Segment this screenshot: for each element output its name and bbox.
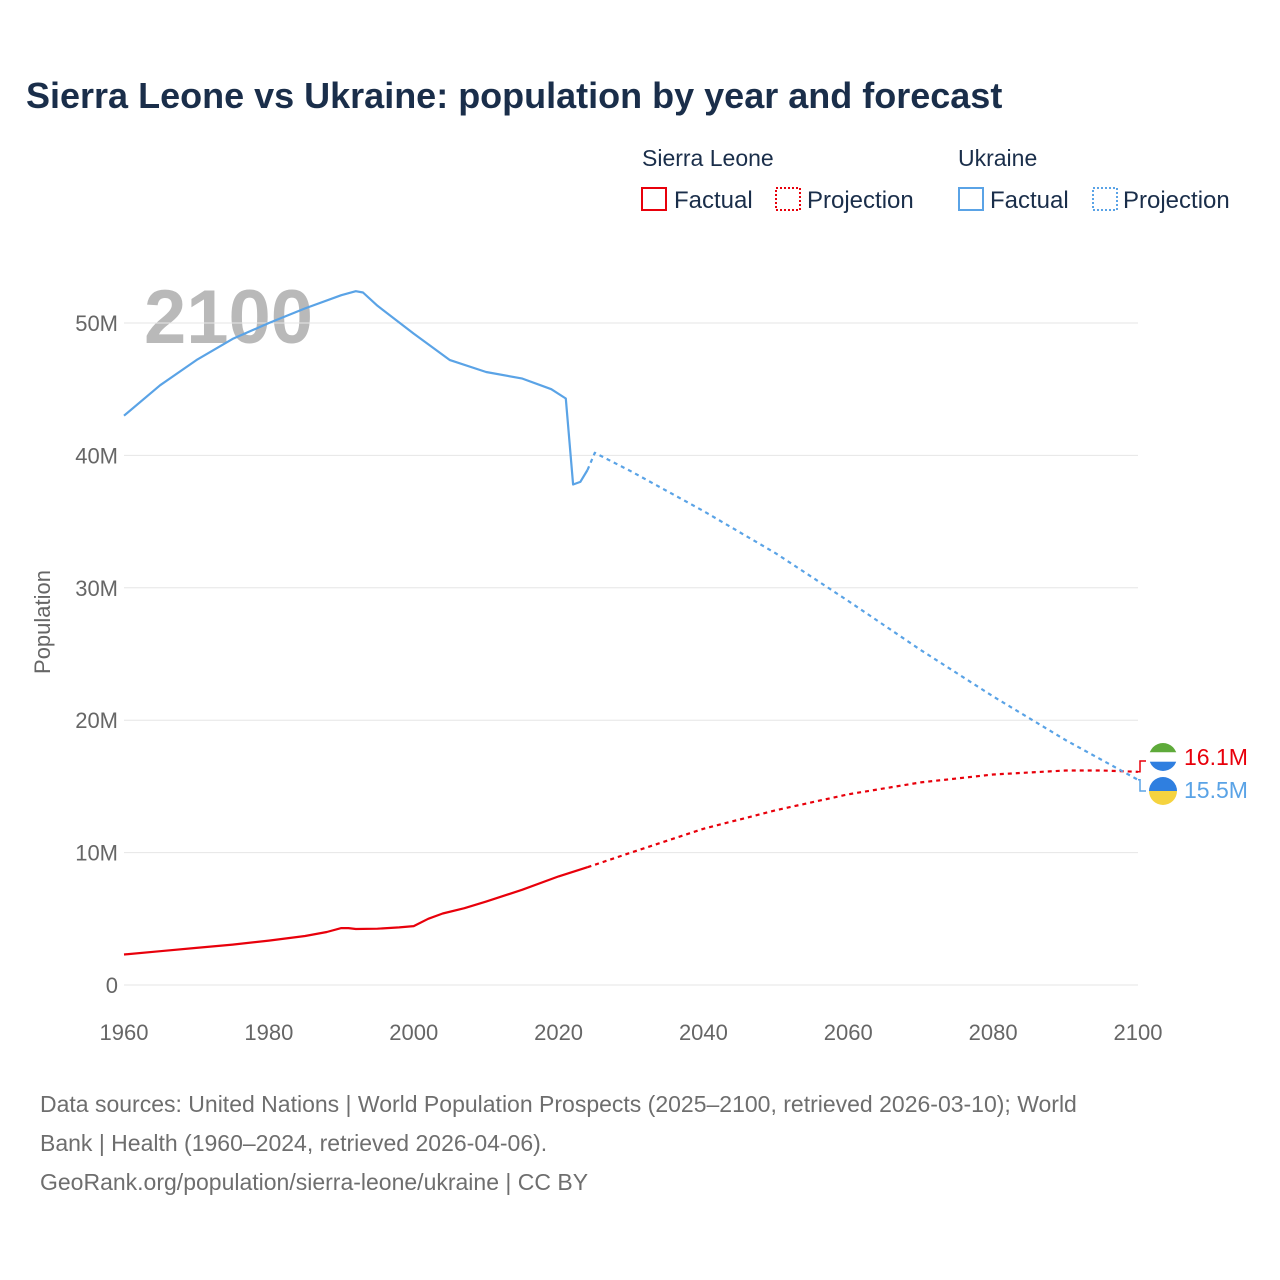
legend: Sierra Leone Factual Projection Ukraine … [641,145,1230,214]
chart-title: Sierra Leone vs Ukraine: population by y… [26,75,1002,116]
footer-sources-line1: Data sources: United Nations | World Pop… [40,1091,1077,1117]
ukraine-end-value: 15.5M [1184,777,1248,803]
legend-swatch-ukraine-factual[interactable] [958,187,984,211]
y-tick-label: 40M [75,443,118,468]
legend-label-ukraine-projection[interactable]: Projection [1123,187,1230,214]
sierra-leone-end-connector [1138,760,1146,773]
series-line-sierra-leone-projection[interactable] [587,769,1139,869]
series-line-ukraine-projection[interactable] [586,451,1139,781]
legend-label-ukraine-factual[interactable]: Factual [990,187,1069,214]
footer-sources-line2: Bank | Health (1960–2024, retrieved 2026… [40,1130,547,1156]
legend-group-sierra-leone: Sierra Leone [642,145,774,171]
x-tick-label: 2080 [969,1020,1018,1045]
end-labels: 16.1M 15.5M [1138,743,1248,805]
legend-group-ukraine: Ukraine [958,145,1037,171]
y-axis-label: Population [30,570,55,674]
series-lines [123,290,1139,956]
footer-attribution-link[interactable]: GeoRank.org/population/sierra-leone/ukra… [40,1169,588,1195]
x-tick-label: 1980 [244,1020,293,1045]
sierra-leone-flag-icon [1149,743,1177,771]
x-tick-label: 2020 [534,1020,583,1045]
x-tick-label: 2040 [679,1020,728,1045]
y-axis-ticks: 0 10M 20M 30M 40M 50M [75,311,118,998]
series-line-sierra-leone-factual[interactable] [123,866,588,956]
x-tick-label: 2100 [1114,1020,1163,1045]
legend-label-sierra-leone-factual[interactable]: Factual [674,187,753,214]
y-tick-label: 50M [75,311,118,336]
legend-label-sierra-leone-projection[interactable]: Projection [807,187,914,214]
y-tick-label: 0 [106,973,118,998]
year-watermark: 2100 [144,275,313,360]
legend-swatch-ukraine-projection[interactable] [1092,187,1118,211]
sierra-leone-end-value: 16.1M [1184,744,1248,770]
y-tick-label: 20M [75,708,118,733]
y-tick-label: 10M [75,841,118,866]
ukraine-flag-icon [1149,777,1177,805]
series-line-ukraine-factual[interactable] [123,290,589,486]
x-tick-label: 2060 [824,1020,873,1045]
legend-swatch-sierra-leone-projection[interactable] [775,187,801,211]
legend-swatch-sierra-leone-factual[interactable] [641,187,667,211]
gridlines [124,322,1138,986]
x-tick-label: 1960 [100,1020,149,1045]
x-tick-label: 2000 [389,1020,438,1045]
x-axis-ticks: 1960 1980 2000 2020 2040 2060 2080 2100 [100,1020,1163,1045]
ukraine-end-connector [1138,779,1146,792]
y-tick-label: 30M [75,576,118,601]
